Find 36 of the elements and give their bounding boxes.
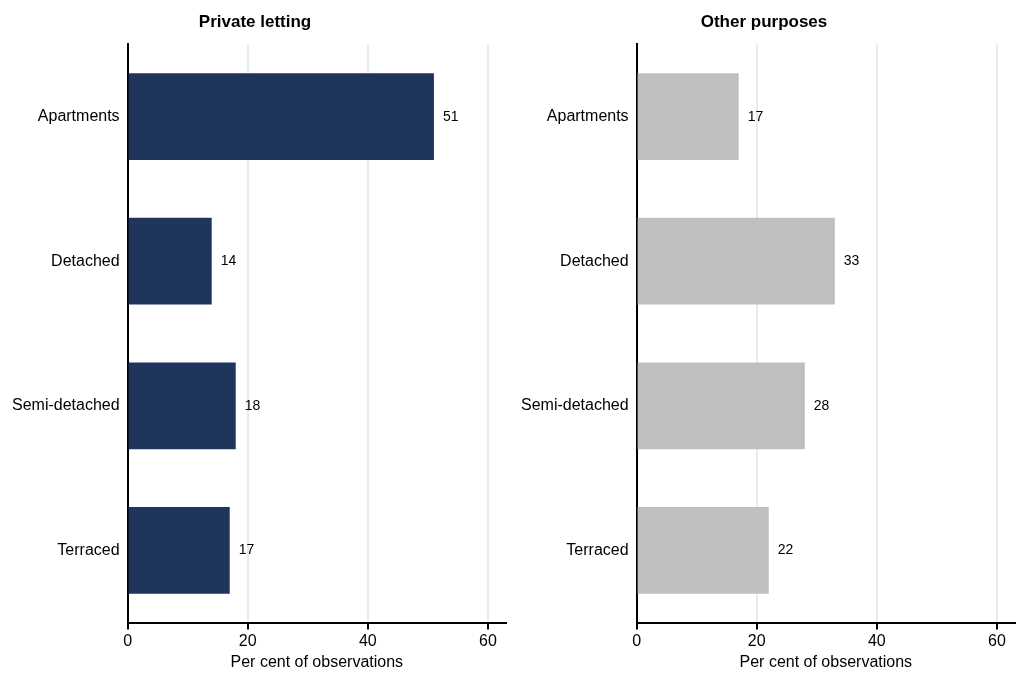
- x-tick-label: 0: [123, 631, 133, 649]
- y-tick-label: Detached: [51, 251, 120, 269]
- x-tick-label: 20: [238, 631, 257, 649]
- bar: [128, 506, 230, 594]
- y-tick-label: Detached: [560, 251, 629, 269]
- bar: [637, 506, 769, 594]
- bar: [128, 217, 212, 305]
- data-label: 17: [747, 107, 764, 124]
- x-tick-label: 40: [358, 631, 377, 649]
- y-tick-label: Semi-detached: [520, 396, 629, 414]
- x-tick-label: 40: [867, 631, 886, 649]
- y-tick-label: Terraced: [57, 540, 120, 558]
- bar: [637, 217, 835, 305]
- data-label: 28: [813, 396, 830, 413]
- y-tick-label: Apartments: [37, 107, 120, 125]
- x-axis-title: Per cent of observations: [739, 652, 913, 670]
- bar: [637, 362, 805, 450]
- chart-title: Private letting: [198, 11, 312, 31]
- data-label: 51: [442, 107, 459, 124]
- data-label: 33: [843, 252, 860, 269]
- bar: [128, 362, 236, 450]
- x-axis-title: Per cent of observations: [230, 652, 404, 670]
- x-tick-label: 60: [988, 631, 1006, 649]
- x-tick-label: 0: [632, 631, 642, 649]
- data-label: 22: [777, 541, 794, 558]
- data-label: 14: [220, 252, 237, 269]
- y-tick-label: Semi-detached: [11, 396, 120, 414]
- chart-title: Other purposes: [700, 11, 828, 31]
- data-label: 17: [238, 541, 255, 558]
- y-tick-label: Apartments: [546, 107, 629, 125]
- y-tick-label: Terraced: [566, 540, 629, 558]
- bar: [637, 73, 739, 161]
- x-tick-label: 60: [479, 631, 497, 649]
- x-tick-label: 20: [747, 631, 766, 649]
- data-label: 18: [244, 396, 261, 413]
- bar: [128, 73, 434, 161]
